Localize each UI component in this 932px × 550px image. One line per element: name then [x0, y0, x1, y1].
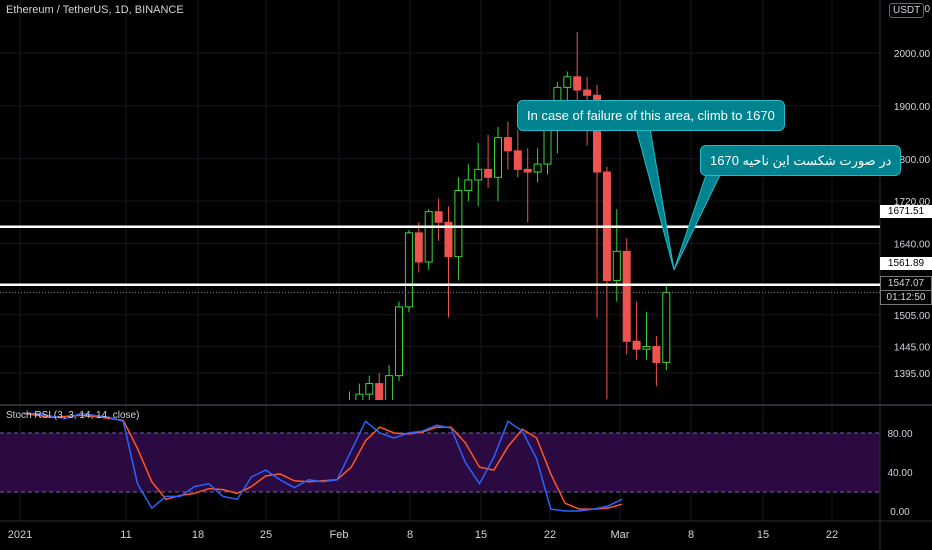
upper-level-label: 1671.51	[880, 205, 932, 218]
candle-body	[365, 383, 374, 395]
candle-body	[464, 179, 473, 192]
stoch-rsi-lines	[23, 412, 623, 512]
candle-body	[444, 221, 453, 258]
candle-body	[474, 168, 483, 181]
candle-body	[434, 211, 443, 223]
candle-body	[355, 393, 364, 400]
candle-body	[494, 137, 502, 178]
lower-level-label: 1561.89	[880, 257, 932, 270]
candle-body	[612, 250, 621, 281]
candle-body	[523, 168, 532, 173]
price-tick-label: 1720.00	[894, 197, 931, 208]
time-tick-label: 2021	[8, 529, 32, 541]
candle-body	[583, 89, 592, 96]
rsi-tick-label: 80.00	[887, 429, 912, 440]
chart-title: Ethereum / TetherUS, 1D, BINANCE	[6, 4, 184, 16]
stoch-k-line	[23, 412, 623, 512]
currency-button[interactable]: USDT	[889, 3, 925, 18]
candle-body	[385, 375, 394, 400]
candle-body	[593, 94, 601, 173]
candle-body	[652, 346, 661, 363]
candle-body	[414, 232, 423, 263]
time-tick-label: 22	[544, 529, 556, 541]
time-tick-label: 18	[192, 529, 204, 541]
english-annotation[interactable]: In case of failure of this area, climb t…	[517, 100, 785, 131]
price-tick-label: 1640.00	[894, 239, 931, 250]
price-tick-label: 1505.00	[894, 311, 931, 322]
price-tick-label: 1800.00	[894, 155, 931, 166]
candle-body	[622, 250, 631, 342]
candle-body	[513, 150, 522, 170]
candle-body	[454, 190, 463, 258]
candle-body	[632, 340, 641, 350]
rsi-tick-label: 0.00	[890, 507, 910, 518]
candle-body	[573, 76, 582, 91]
candle-body	[395, 306, 403, 377]
countdown-label: 01:12:50	[880, 290, 932, 305]
candle-body	[484, 168, 493, 178]
last-price-label: 1547.07	[880, 276, 932, 291]
candle-body	[503, 137, 512, 152]
rsi-band	[0, 433, 880, 492]
time-axis: 2021 11 18 25 Feb 8 15 22 Mar 8 15 22	[8, 529, 838, 541]
price-tick-label: 1445.00	[894, 343, 931, 354]
stoch-d-line	[23, 412, 623, 510]
time-tick-label: 8	[407, 529, 413, 541]
candle-body	[424, 211, 433, 263]
time-tick-label: 8	[688, 529, 694, 541]
price-tick-label: 1395.00	[894, 369, 931, 380]
time-tick-label: 22	[826, 529, 838, 541]
candle-body	[662, 292, 671, 363]
time-tick-label: Feb	[330, 529, 349, 541]
time-tick-label: 11	[120, 529, 131, 541]
persian-annotation[interactable]: در صورت شکست این ناحیه 1670	[700, 145, 902, 176]
time-tick-label: 25	[260, 529, 272, 541]
candle-body	[642, 346, 651, 350]
time-tick-label: Mar	[611, 529, 630, 541]
price-tick-label: 1900.00	[894, 102, 931, 113]
rsi-tick-label: 40.00	[887, 468, 912, 479]
time-tick-label: 15	[757, 529, 769, 541]
price-tick-label: 2000.00	[894, 49, 931, 60]
rsi-title: Stoch RSI (3, 3, 14, 14, close)	[6, 410, 140, 421]
candle-body	[563, 76, 572, 88]
candle-body	[375, 383, 384, 400]
rsi-axis: 80.00 40.00 0.00	[887, 429, 912, 518]
time-tick-label: 15	[475, 529, 487, 541]
horizontal-levels	[0, 225, 880, 294]
candle-body	[404, 232, 413, 308]
candle-body	[533, 163, 542, 173]
